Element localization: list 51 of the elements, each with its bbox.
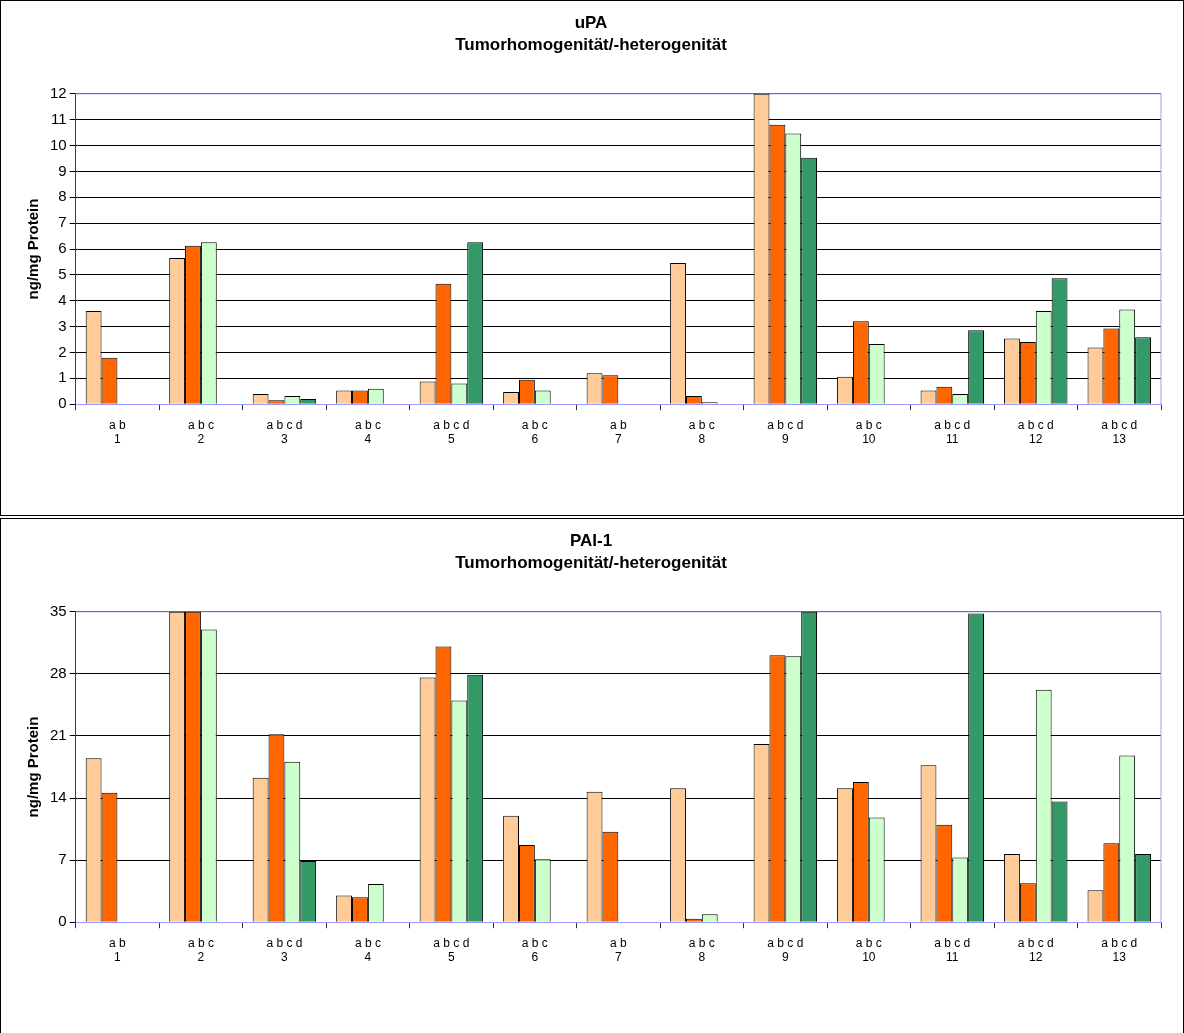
chart-title: uPA bbox=[574, 12, 608, 32]
x-tick-label: a b c d 9 bbox=[767, 935, 804, 965]
y-tick-label: 0 bbox=[58, 912, 67, 930]
x-tick-label: a b c d 9 bbox=[767, 417, 804, 447]
y-tick-label: 0 bbox=[58, 394, 67, 412]
y-tick-label: 8 bbox=[58, 187, 67, 205]
x-tick-label: a b c d 12 bbox=[1017, 935, 1054, 965]
x-tick-label: a b c 4 bbox=[354, 417, 381, 447]
y-tick-label: 4 bbox=[58, 290, 67, 308]
x-tick-label: a b c d 5 bbox=[433, 935, 470, 965]
x-tick-label: a b c 6 bbox=[521, 935, 548, 965]
chart-subtitle: Tumorhomogenität/-heterogenität bbox=[455, 35, 728, 55]
x-tick-label: a b c 8 bbox=[688, 935, 715, 965]
x-tick-label: a b 7 bbox=[610, 417, 628, 447]
x-tick-label: a b c 10 bbox=[855, 417, 882, 447]
y-tick-label: 5 bbox=[58, 265, 67, 283]
y-tick-label: 35 bbox=[50, 601, 67, 619]
x-tick-label: a b c 2 bbox=[187, 935, 214, 965]
x-tick-label: a b c d 13 bbox=[1101, 935, 1138, 965]
chart-title: PAI-1 bbox=[569, 530, 613, 550]
y-tick-label: 6 bbox=[58, 239, 67, 257]
chart-subtitle: Tumorhomogenität/-heterogenität bbox=[455, 553, 728, 573]
x-tick-label: a b c 8 bbox=[688, 417, 715, 447]
x-tick-label: a b 7 bbox=[610, 935, 628, 965]
y-tick-label: 11 bbox=[51, 109, 67, 127]
x-tick-label: a b 1 bbox=[109, 935, 127, 965]
x-tick-label: a b c 2 bbox=[187, 417, 214, 447]
y-tick-label: 28 bbox=[50, 664, 67, 682]
y-tick-label: 7 bbox=[58, 850, 67, 868]
y-tick-label: 9 bbox=[58, 161, 67, 179]
x-tick-label: a b c 10 bbox=[855, 935, 882, 965]
x-tick-label: a b c 6 bbox=[521, 417, 548, 447]
y-tick-label: 7 bbox=[58, 213, 67, 231]
x-tick-label: a b 1 bbox=[109, 417, 127, 447]
y-tick-label: 1 bbox=[58, 368, 67, 386]
x-tick-label: a b c d 5 bbox=[433, 417, 470, 447]
y-tick-label: 12 bbox=[50, 83, 67, 101]
x-tick-label: a b c d 13 bbox=[1101, 417, 1138, 447]
y-tick-label: 10 bbox=[50, 135, 67, 153]
y-axis-title: ng/mg Protein bbox=[24, 716, 42, 818]
y-tick-label: 3 bbox=[58, 316, 67, 334]
x-tick-label: a b c d 12 bbox=[1017, 417, 1054, 447]
x-tick-label: a b c d 11 bbox=[934, 417, 971, 447]
x-tick-label: a b c d 11 bbox=[934, 935, 971, 965]
y-tick-label: 2 bbox=[58, 342, 67, 360]
x-tick-label: a b c 4 bbox=[354, 935, 381, 965]
y-tick-label: 21 bbox=[50, 726, 67, 744]
x-tick-label: a b c d 3 bbox=[266, 935, 303, 965]
y-tick-label: 14 bbox=[50, 788, 67, 806]
y-axis-title: ng/mg Protein bbox=[24, 198, 42, 300]
x-tick-label: a b c d 3 bbox=[266, 417, 303, 447]
